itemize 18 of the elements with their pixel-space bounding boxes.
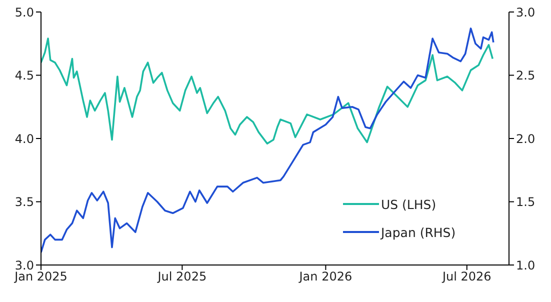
x-tick-label: Jul 2026 (441, 270, 492, 284)
line-series (41, 38, 494, 144)
y2-tick-label: 1.5 (516, 195, 536, 210)
line-series (41, 28, 494, 254)
y2-tick-label: 2.5 (516, 68, 536, 83)
y2-tick-label: 2.0 (516, 132, 536, 146)
x-tick-label: Jan 2026 (298, 270, 352, 284)
y-tick-label: 3.0 (14, 258, 34, 272)
x-tick-label: Jul 2025 (156, 270, 207, 284)
x-tick-label: Jan 2025 (14, 270, 68, 284)
legend-label: Japan (RHS) (381, 224, 456, 240)
legend-label: US (LHS) (381, 196, 436, 212)
y-tick-label: 4.5 (14, 68, 34, 83)
y2-tick-label: 1.0 (516, 258, 536, 272)
y-tick-label: 5.0 (14, 5, 34, 20)
y2-tick-label: 3.0 (516, 5, 536, 20)
y-tick-label: 3.5 (14, 195, 34, 210)
y-tick-label: 4.0 (14, 132, 34, 146)
